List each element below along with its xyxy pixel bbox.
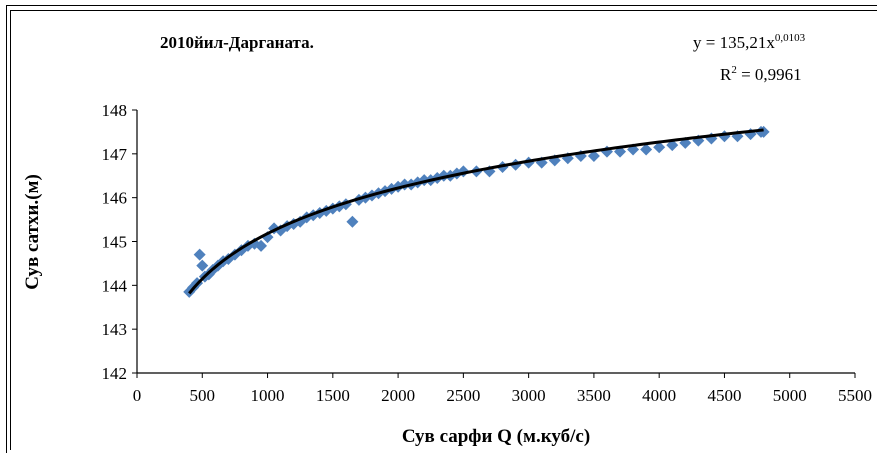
x-tick-label: 5000 [773, 386, 807, 405]
y-tick-label: 145 [102, 233, 128, 252]
x-tick-label: 5500 [838, 386, 872, 405]
data-point [222, 253, 235, 266]
x-tick-label: 3500 [577, 386, 611, 405]
x-axis-label: Сув сарфи Q (м.куб/с) [402, 426, 590, 447]
r-squared-prefix: R [720, 65, 732, 84]
data-point [640, 143, 653, 156]
y-tick-label: 143 [102, 320, 128, 339]
equation-exponent: 0,0103 [775, 32, 806, 44]
data-point [718, 130, 731, 143]
r-squared-value: = 0,9961 [737, 65, 802, 84]
r-squared-superscript: 2 [731, 64, 737, 76]
y-axis-ticks: 142 143 144 145 146 147 148 [102, 101, 137, 383]
equation-main: y = 135,21x [693, 33, 775, 52]
data-point [346, 215, 359, 228]
y-tick-label: 142 [102, 364, 128, 383]
trendline-equation: y = 135,21x0,0103 [693, 32, 806, 52]
x-tick-label: 1000 [251, 386, 285, 405]
x-tick-label: 4500 [707, 386, 741, 405]
x-tick-label: 0 [133, 386, 142, 405]
y-tick-label: 147 [102, 145, 128, 164]
y-axis-label: Сув сатхи.(м) [22, 174, 43, 290]
chart-title: 2010йил-Дарганата. [160, 33, 314, 52]
y-tick-label: 144 [102, 276, 128, 295]
data-point [196, 259, 209, 272]
x-tick-label: 4000 [642, 386, 676, 405]
data-point [653, 141, 666, 154]
trendline [188, 128, 764, 295]
chart-inner-border [10, 10, 877, 450]
x-tick-label: 500 [190, 386, 216, 405]
chart-outer-border [6, 5, 877, 453]
x-axis-ticks: 0 500 1000 1500 2000 2500 3000 3500 4000 4500 5000… [133, 373, 872, 405]
x-tick-label: 3000 [512, 386, 546, 405]
data-point [255, 239, 268, 252]
x-tick-label: 2000 [381, 386, 415, 405]
data-point [193, 248, 206, 261]
y-tick-label: 148 [102, 101, 128, 120]
data-point [587, 150, 600, 163]
x-tick-label: 1500 [316, 386, 350, 405]
data-points [183, 125, 770, 298]
r-squared: R2 = 0,9961 [720, 64, 802, 84]
x-tick-label: 2500 [446, 386, 480, 405]
y-tick-label: 146 [102, 189, 128, 208]
